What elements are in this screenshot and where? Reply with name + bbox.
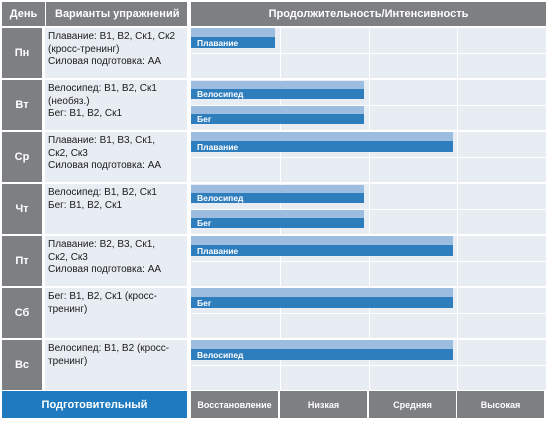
intensity-level-label: Средняя	[369, 391, 456, 418]
exercise-cell: Плавание: В2, В3, Ск1, Ск2, Ск3 Силовая …	[45, 236, 187, 286]
grid-line	[191, 209, 546, 210]
duration-column-header: Продолжительность/Интенсивность	[191, 2, 546, 26]
exercises-header-text: Варианты упражнений	[55, 8, 180, 20]
exercise-text: Плавание: В1, В2, Ск1, Ск2 (кросс-тренин…	[48, 31, 176, 67]
day-label: Вс	[2, 340, 42, 390]
exercise-text: Плавание: В2, В3, Ск1, Ск2, Ск3 Силовая …	[48, 239, 162, 275]
bar-highlight	[191, 28, 275, 37]
exercise-text: Велосипед: В1, В2, Ск1 (необяз.) Бег: В1…	[48, 83, 157, 119]
duration-bar: Велосипед	[191, 89, 364, 99]
duration-bar: Плавание	[191, 141, 453, 152]
exercise-cell: Плавание: В1, В3, Ск1, Ск2, Ск3 Силовая …	[45, 132, 187, 182]
duration-bar: Бег	[191, 297, 453, 308]
day-label: Сб	[2, 288, 42, 338]
grid-line	[191, 53, 546, 54]
duration-bar: Велосипед	[191, 349, 453, 360]
grid-line	[191, 313, 546, 314]
exercise-cell: Плавание: В1, В2, Ск1, Ск2 (кросс-тренин…	[45, 28, 187, 78]
exercises-column-header: Варианты упражнений	[46, 2, 187, 26]
exercise-text: Бег: В1, В2, Ск1 (кросс- тренинг)	[48, 291, 157, 315]
bar-highlight	[191, 106, 364, 114]
day-header-text: День	[9, 8, 38, 20]
bar-highlight	[191, 185, 364, 193]
duration-bar: Плавание	[191, 245, 453, 256]
day-label: Чт	[2, 184, 42, 234]
day-label: Пн	[2, 28, 42, 78]
duration-bar: Бег	[191, 218, 364, 228]
grid-line	[191, 261, 546, 262]
grid-line	[191, 365, 546, 366]
bar-highlight	[191, 210, 364, 218]
duration-bar: Бег	[191, 114, 364, 124]
day-label: Ср	[2, 132, 42, 182]
duration-bar: Велосипед	[191, 193, 364, 203]
exercise-cell: Бег: В1, В2, Ск1 (кросс- тренинг)	[45, 288, 187, 338]
grid-line	[191, 157, 546, 158]
bar-highlight	[191, 340, 453, 349]
bar-highlight	[191, 288, 453, 297]
bar-highlight	[191, 236, 453, 245]
phase-label: Подготовительный	[2, 391, 187, 418]
exercise-cell: Велосипед: В1, В2, Ск1 (необяз.) Бег: В1…	[45, 80, 187, 130]
intensity-level-label: Низкая	[280, 391, 367, 418]
exercise-text: Велосипед: В1, В2 (кросс- тренинг)	[48, 343, 170, 367]
duration-bar: Плавание	[191, 37, 275, 48]
day-label: Вт	[2, 80, 42, 130]
grid-line	[191, 105, 546, 106]
exercise-text: Плавание: В1, В3, Ск1, Ск2, Ск3 Силовая …	[48, 135, 162, 171]
bar-highlight	[191, 132, 453, 141]
bar-highlight	[191, 81, 364, 89]
day-label: Пт	[2, 236, 42, 286]
exercise-text: Велосипед: В1, В2, Ск1 Бег: В1, В2, Ск1	[48, 187, 157, 211]
exercise-cell: Велосипед: В1, В2 (кросс- тренинг)	[45, 340, 187, 390]
duration-header-text: Продолжительность/Интенсивность	[268, 8, 469, 20]
intensity-level-label: Высокая	[457, 391, 544, 418]
day-column-header: День	[2, 2, 45, 26]
intensity-level-label: Восстановление	[191, 391, 278, 418]
exercise-cell: Велосипед: В1, В2, Ск1 Бег: В1, В2, Ск1	[45, 184, 187, 234]
